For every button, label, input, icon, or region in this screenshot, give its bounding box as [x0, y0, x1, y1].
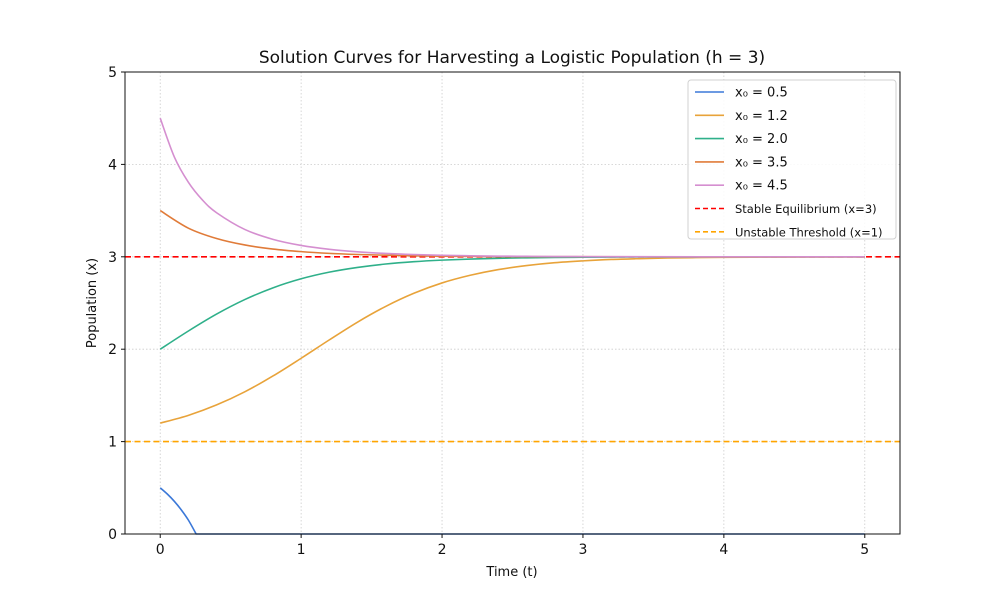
legend-box [687, 79, 897, 240]
y-tick-label: 4 [108, 157, 117, 173]
plot-frame [124, 71, 901, 535]
legend: x₀ = 0.5 x₀ = 1.2 x₀ = 2.0 x₀ = 3.5 x₀ = 4.5… [687, 79, 897, 240]
y-tick-label: 5 [108, 65, 117, 81]
legend-label: x₀ = 0.5 [735, 86, 788, 101]
x-tick-label: 4 [719, 542, 728, 558]
x-tick-label: 0 [156, 542, 165, 558]
y-axis-label: Population (x) [85, 258, 100, 348]
y-tick-label: 0 [108, 527, 117, 543]
legend-label: x₀ = 3.5 [735, 155, 788, 170]
y-axis-ticks: 0 1 2 3 4 5 [108, 65, 125, 543]
series-line-2 [159, 255, 865, 350]
series-lines [159, 117, 865, 535]
series-line-0 [159, 487, 865, 535]
reference-lines [125, 255, 900, 443]
legend-label: x₀ = 1.2 [735, 109, 788, 124]
y-tick-label: 1 [108, 435, 117, 451]
legend-label: x₀ = 2.0 [735, 132, 788, 147]
legend-label: Stable Equilibrium (x=3) [735, 202, 877, 216]
x-axis-label: Time (t) [485, 565, 537, 580]
y-tick-label: 2 [108, 342, 117, 358]
legend-label: x₀ = 4.5 [735, 179, 788, 194]
series-line-1 [160, 256, 865, 424]
chart-title: Solution Curves for Harvesting a Logisti… [259, 48, 765, 68]
x-tick-label: 1 [297, 542, 306, 558]
x-axis-ticks: 0 1 2 3 4 5 [156, 534, 869, 558]
y-tick-label: 3 [108, 250, 117, 266]
legend-label: Unstable Threshold (x=1) [735, 225, 883, 239]
x-tick-label: 5 [860, 542, 869, 558]
x-tick-label: 2 [438, 542, 447, 558]
series-line-4 [159, 117, 865, 258]
x-tick-label: 3 [578, 542, 587, 558]
